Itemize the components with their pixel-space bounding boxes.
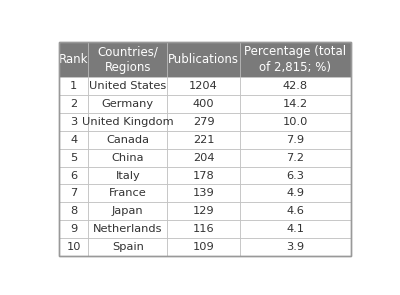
Bar — [88, 184, 167, 202]
Text: 129: 129 — [193, 206, 214, 216]
Text: 14.2: 14.2 — [283, 99, 308, 109]
Bar — [88, 131, 167, 149]
Bar — [167, 95, 240, 113]
Bar — [167, 167, 240, 184]
Text: 4: 4 — [70, 135, 78, 145]
Bar — [88, 220, 167, 238]
Bar — [88, 238, 167, 256]
Bar — [88, 167, 167, 184]
Bar — [167, 184, 240, 202]
Text: Italy: Italy — [116, 171, 140, 181]
Text: Publications: Publications — [168, 53, 239, 66]
Text: Countries/
Regions: Countries/ Regions — [97, 45, 158, 74]
Text: 3.9: 3.9 — [286, 242, 304, 252]
Bar — [167, 131, 240, 149]
Bar — [88, 149, 167, 167]
Text: 10.0: 10.0 — [283, 117, 308, 127]
Bar — [240, 78, 351, 95]
Text: Japan: Japan — [112, 206, 144, 216]
Text: 109: 109 — [193, 242, 214, 252]
Bar — [167, 42, 240, 78]
Bar — [167, 238, 240, 256]
Text: United Kingdom: United Kingdom — [82, 117, 174, 127]
Text: United States: United States — [89, 81, 166, 91]
Bar — [88, 113, 167, 131]
Text: Germany: Germany — [102, 99, 154, 109]
Text: 116: 116 — [193, 224, 214, 234]
Text: 7.2: 7.2 — [286, 153, 304, 163]
Bar — [59, 202, 88, 220]
Text: 1204: 1204 — [189, 81, 218, 91]
Text: 42.8: 42.8 — [283, 81, 308, 91]
Bar — [240, 149, 351, 167]
Bar — [59, 78, 88, 95]
Text: 4.9: 4.9 — [286, 188, 304, 198]
Bar — [240, 220, 351, 238]
Bar — [59, 184, 88, 202]
Bar — [88, 202, 167, 220]
Bar — [167, 202, 240, 220]
Bar — [59, 113, 88, 131]
Text: 4.1: 4.1 — [286, 224, 304, 234]
Bar — [88, 78, 167, 95]
Bar — [167, 113, 240, 131]
Text: 5: 5 — [70, 153, 78, 163]
Bar — [240, 184, 351, 202]
Bar — [59, 167, 88, 184]
Text: Spain: Spain — [112, 242, 144, 252]
Text: 6: 6 — [70, 171, 78, 181]
Bar — [240, 131, 351, 149]
Bar — [240, 238, 351, 256]
Text: Canada: Canada — [106, 135, 149, 145]
Text: 6.3: 6.3 — [286, 171, 304, 181]
Text: 204: 204 — [193, 153, 214, 163]
Bar — [59, 131, 88, 149]
Bar — [88, 95, 167, 113]
Text: 7: 7 — [70, 188, 78, 198]
Text: Netherlands: Netherlands — [93, 224, 162, 234]
Text: 10: 10 — [67, 242, 81, 252]
Text: 7.9: 7.9 — [286, 135, 304, 145]
Bar — [59, 238, 88, 256]
Bar — [167, 220, 240, 238]
Text: 221: 221 — [193, 135, 214, 145]
Text: Rank: Rank — [59, 53, 89, 66]
Text: China: China — [112, 153, 144, 163]
Bar — [59, 149, 88, 167]
Text: Percentage (total
of 2,815; %): Percentage (total of 2,815; %) — [244, 45, 346, 74]
Text: 2: 2 — [70, 99, 78, 109]
Bar — [240, 113, 351, 131]
Bar — [240, 167, 351, 184]
Text: 139: 139 — [193, 188, 214, 198]
Bar — [240, 95, 351, 113]
Bar — [240, 42, 351, 78]
Text: 3: 3 — [70, 117, 78, 127]
Bar — [59, 220, 88, 238]
Bar — [167, 149, 240, 167]
Text: 1: 1 — [70, 81, 78, 91]
Text: 4.6: 4.6 — [286, 206, 304, 216]
Bar — [59, 95, 88, 113]
Text: 178: 178 — [193, 171, 214, 181]
Text: 8: 8 — [70, 206, 78, 216]
Bar — [240, 202, 351, 220]
Text: 279: 279 — [193, 117, 214, 127]
Bar — [59, 42, 88, 78]
Bar — [167, 78, 240, 95]
Bar — [88, 42, 167, 78]
Text: 400: 400 — [193, 99, 214, 109]
Text: 9: 9 — [70, 224, 78, 234]
Text: France: France — [109, 188, 147, 198]
